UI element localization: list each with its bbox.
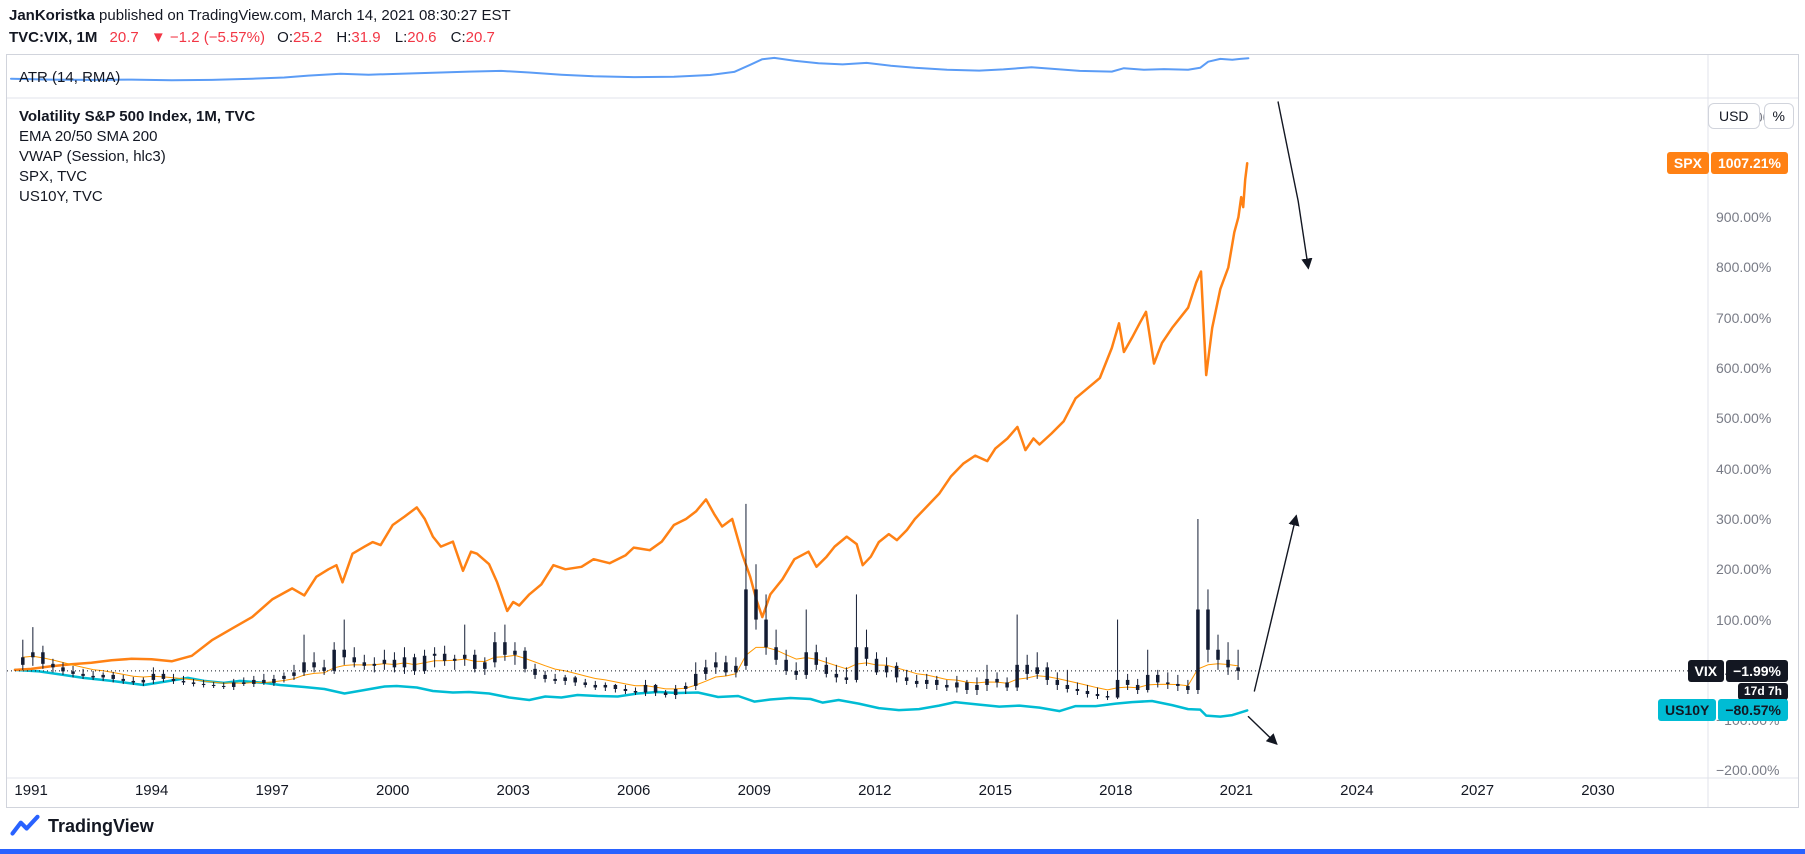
ohlc-open: O:25.2	[277, 29, 322, 46]
time-tick: 2015	[978, 782, 1012, 799]
close-label: C:	[450, 29, 466, 46]
price-tick: 600.00%	[1716, 360, 1772, 377]
tradingview-footer[interactable]: TradingView	[10, 813, 154, 839]
price-change: ▼ −1.2 (−5.57%)	[150, 29, 265, 46]
publish-header: JanKoristka published on TradingView.com…	[9, 5, 513, 48]
price-tick: 500.00%	[1716, 410, 1772, 427]
chart-container: ATR (14, RMA) Volatility S&P 500 Index, …	[6, 54, 1799, 808]
price-tick: −200.00%	[1716, 762, 1780, 779]
open-value: 25.2	[293, 29, 323, 46]
price-tick: −100.00%	[1716, 712, 1780, 729]
close-value: 20.7	[465, 29, 495, 46]
time-tick: 2021	[1219, 782, 1254, 799]
publish-line: JanKoristka published on TradingView.com…	[9, 5, 513, 26]
price-tick: 700.00%	[1716, 309, 1772, 326]
ohlc-low: L:20.6	[395, 29, 437, 46]
price-tick: 200.00%	[1716, 561, 1772, 578]
author-name: JanKoristka	[9, 7, 95, 24]
indicator-label: ATR (14, RMA)	[19, 69, 121, 86]
legend-line-vwap: VWAP (Session, hlc3)	[19, 148, 166, 165]
legend-title: Volatility S&P 500 Index, 1M, TVC	[19, 108, 256, 125]
time-tick: 2030	[1581, 782, 1615, 799]
publish-info: published on TradingView.com, March 14, …	[94, 7, 511, 24]
time-tick: 2006	[617, 782, 651, 799]
brand-accent-bar	[0, 849, 1805, 854]
high-label: H:	[336, 29, 352, 46]
legend-line-ema: EMA 20/50 SMA 200	[19, 128, 158, 145]
ohlc-values: O:25.2 H:31.9 L:20.6 C:20.7	[277, 29, 505, 46]
price-axis-buttons: USD %	[1707, 103, 1794, 129]
chart-legend: Volatility S&P 500 Index, 1M, TVC EMA 20…	[19, 107, 255, 207]
ohlc-close: C:20.7	[451, 29, 495, 46]
tradingview-brand-text: TradingView	[48, 815, 154, 836]
price-tick: 400.00%	[1716, 460, 1772, 477]
legend-line-us10y: US10Y, TVC	[19, 188, 103, 205]
price-tick: 0.00%	[1716, 661, 1756, 678]
price-tick: 800.00%	[1716, 259, 1772, 276]
open-label: O:	[277, 29, 293, 46]
symbol-title: TVC:VIX, 1M	[9, 29, 98, 46]
symbol-line: TVC:VIX, 1M 20.7 ▼ −1.2 (−5.57%) O:25.2 …	[9, 28, 513, 48]
price-tick: 100.00%	[1716, 611, 1772, 628]
time-axis[interactable]: 1991 1994 1997 2000 2003 2006 2009 2012 2015 2018…	[7, 782, 1708, 804]
time-tick: 2012	[858, 782, 892, 799]
time-tick: 2000	[375, 782, 410, 799]
price-tick: 1,000.00%	[1716, 158, 1783, 175]
time-tick: 2003	[496, 782, 530, 799]
price-axis[interactable]: 1,100.00%1,000.00%900.00%800.00%700.00%6…	[1708, 55, 1798, 807]
time-tick: 1994	[134, 782, 169, 799]
ohlc-high: H:31.9	[336, 29, 380, 46]
time-tick: 2018	[1099, 782, 1133, 799]
price-tick: 900.00%	[1716, 209, 1772, 226]
time-tick: 2027	[1460, 782, 1495, 799]
price-tick: 300.00%	[1716, 510, 1772, 527]
chart-canvas[interactable]	[7, 55, 1798, 807]
percent-scale-button[interactable]: %	[1763, 103, 1794, 129]
time-tick: 1997	[255, 782, 289, 799]
currency-usd-button[interactable]: USD	[1707, 103, 1760, 129]
tradingview-logo-icon	[10, 814, 40, 836]
last-price: 20.7	[109, 29, 139, 46]
time-tick: 1991	[14, 782, 48, 799]
low-value: 20.6	[407, 29, 437, 46]
time-tick: 2024	[1340, 782, 1374, 799]
low-label: L:	[394, 29, 408, 46]
legend-line-spx: SPX, TVC	[19, 168, 88, 185]
high-value: 31.9	[351, 29, 381, 46]
time-tick: 2009	[737, 782, 771, 799]
